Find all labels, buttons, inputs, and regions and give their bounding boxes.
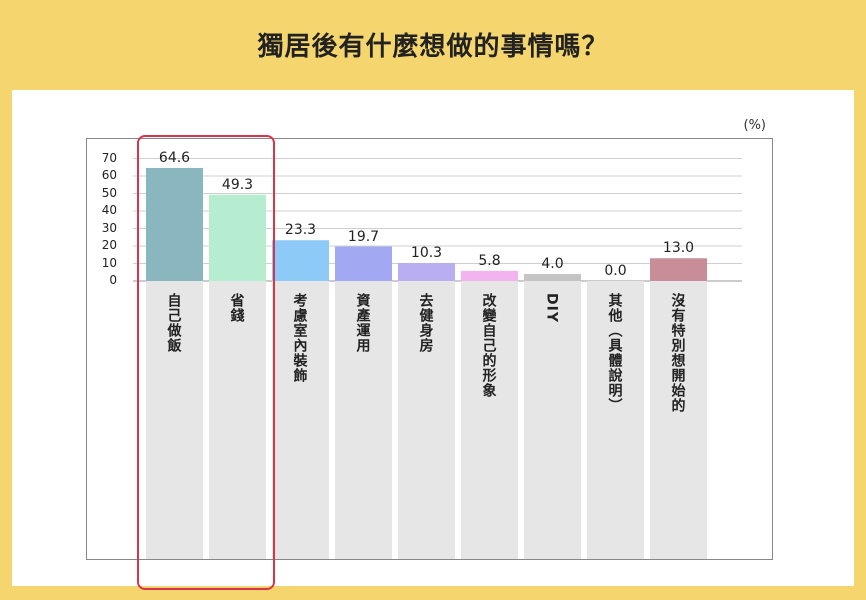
bar-value-label: 5.8 bbox=[478, 252, 501, 269]
category-column bbox=[398, 281, 455, 559]
bar-value-label: 19.7 bbox=[347, 228, 380, 245]
bar bbox=[209, 194, 266, 281]
bar-value-label: 13.0 bbox=[662, 240, 695, 257]
chart-frame: 0 10 20 30 40 50 60 70 64.6 自己做飯 49.3 省錢 23.3 考慮室內裝飾 1… bbox=[86, 134, 773, 590]
category-column bbox=[587, 281, 644, 559]
y-tick-label: 0 bbox=[109, 273, 117, 287]
category-label: 自己做飯 bbox=[165, 293, 182, 353]
bar bbox=[461, 270, 518, 281]
category-column bbox=[335, 281, 392, 559]
y-tick-label: 10 bbox=[101, 255, 117, 270]
bar-chart bbox=[133, 158, 742, 559]
category-label: DIY bbox=[543, 293, 560, 323]
bar bbox=[146, 167, 203, 281]
category-label: 改變自己的形象 bbox=[480, 293, 497, 398]
bar-value-label: 10.3 bbox=[410, 244, 443, 261]
category-column bbox=[272, 281, 329, 559]
bar-value-label: 64.6 bbox=[158, 149, 191, 166]
bar bbox=[524, 274, 581, 281]
bar-value-label: 0.0 bbox=[604, 263, 627, 279]
highlight-box bbox=[137, 134, 275, 590]
category-column bbox=[650, 281, 707, 559]
category-column bbox=[461, 281, 518, 559]
bar-value-label: 4.0 bbox=[541, 256, 564, 272]
bar-value-label: 49.3 bbox=[221, 176, 254, 193]
chart-panel: (%) 0 10 20 30 40 50 60 70 64.6 自己做飯 49.3 省錢 23.3 考慮室… bbox=[12, 90, 854, 590]
category-label: 資產運用 bbox=[354, 293, 371, 353]
y-tick-label: 30 bbox=[101, 220, 117, 235]
category-label: 沒有特別想開始的 bbox=[669, 293, 686, 413]
category-label: 省錢 bbox=[228, 293, 245, 323]
bar bbox=[650, 258, 707, 281]
bar bbox=[272, 240, 329, 281]
category-label: 考慮室內裝飾 bbox=[291, 293, 308, 383]
bar-value-label: 23.3 bbox=[284, 222, 317, 239]
y-tick-label: 50 bbox=[101, 185, 117, 200]
chart-title: 獨居後有什麼想做的事情嗎？ bbox=[257, 32, 609, 62]
category-column bbox=[146, 281, 203, 559]
category-label: 去健身房 bbox=[417, 293, 434, 353]
bar bbox=[398, 262, 455, 281]
y-tick-label: 20 bbox=[101, 238, 117, 252]
category-column bbox=[209, 281, 266, 559]
bar bbox=[335, 246, 392, 281]
y-tick-label: 60 bbox=[101, 168, 117, 182]
y-tick-label: 40 bbox=[101, 203, 117, 217]
category-label: 其他（具體說明） bbox=[606, 293, 623, 413]
category-column bbox=[524, 281, 581, 559]
y-tick-label: 70 bbox=[101, 150, 117, 165]
unit-label: (%) bbox=[743, 118, 767, 133]
